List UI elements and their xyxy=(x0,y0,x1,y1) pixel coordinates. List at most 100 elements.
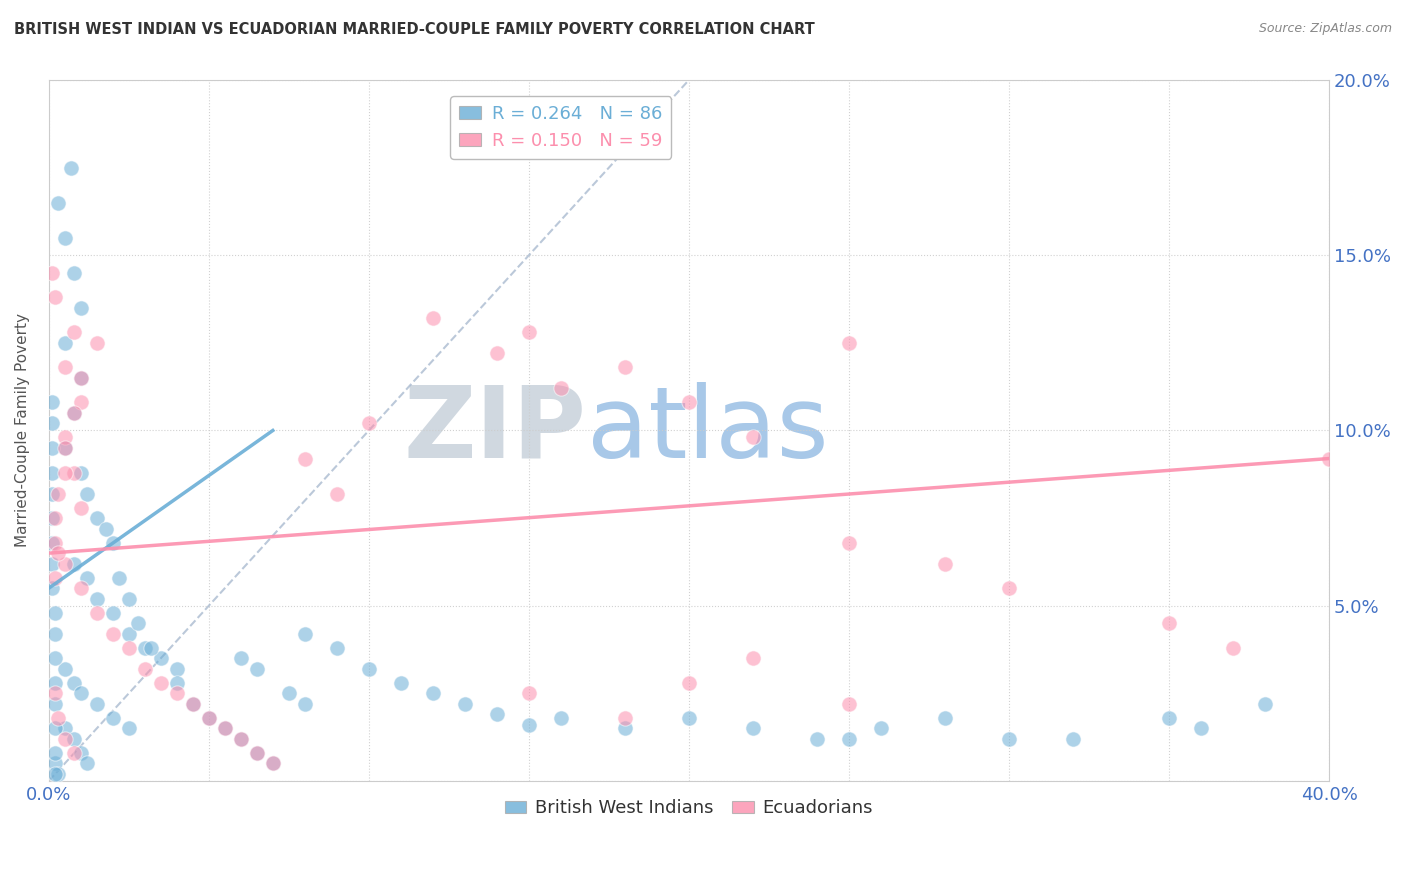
Point xyxy=(294,627,316,641)
Point xyxy=(198,711,221,725)
Y-axis label: Married-Couple Family Poverty: Married-Couple Family Poverty xyxy=(15,313,30,548)
Point xyxy=(229,651,252,665)
Point xyxy=(53,557,76,571)
Point xyxy=(86,511,108,525)
Point xyxy=(181,697,204,711)
Point xyxy=(53,466,76,480)
Point xyxy=(63,466,86,480)
Point xyxy=(134,662,156,676)
Point xyxy=(1159,616,1181,631)
Point xyxy=(48,546,70,560)
Point xyxy=(44,511,66,525)
Point xyxy=(63,406,86,420)
Point xyxy=(101,711,124,725)
Point xyxy=(118,722,141,736)
Legend: British West Indians, Ecuadorians: British West Indians, Ecuadorians xyxy=(498,792,880,824)
Point xyxy=(198,711,221,725)
Point xyxy=(838,535,860,549)
Point xyxy=(69,746,91,760)
Point xyxy=(48,486,70,500)
Text: BRITISH WEST INDIAN VS ECUADORIAN MARRIED-COUPLE FAMILY POVERTY CORRELATION CHAR: BRITISH WEST INDIAN VS ECUADORIAN MARRIE… xyxy=(14,22,815,37)
Point xyxy=(998,581,1021,595)
Point xyxy=(41,581,63,595)
Point xyxy=(517,686,540,700)
Point xyxy=(422,686,444,700)
Point xyxy=(44,686,66,700)
Point xyxy=(63,326,86,340)
Point xyxy=(44,697,66,711)
Text: atlas: atlas xyxy=(586,382,828,479)
Point xyxy=(63,557,86,571)
Point xyxy=(422,311,444,326)
Point xyxy=(101,606,124,620)
Point xyxy=(44,722,66,736)
Point xyxy=(69,686,91,700)
Point xyxy=(1317,451,1340,466)
Point xyxy=(53,230,76,244)
Point xyxy=(838,731,860,746)
Point xyxy=(246,662,269,676)
Point xyxy=(870,722,893,736)
Point xyxy=(41,511,63,525)
Point xyxy=(48,711,70,725)
Point xyxy=(229,731,252,746)
Point xyxy=(48,767,70,781)
Point xyxy=(127,616,149,631)
Point xyxy=(485,346,508,360)
Point xyxy=(277,686,299,700)
Point xyxy=(41,441,63,455)
Point xyxy=(806,731,828,746)
Point xyxy=(998,731,1021,746)
Point xyxy=(101,627,124,641)
Point xyxy=(517,326,540,340)
Point xyxy=(613,722,636,736)
Point xyxy=(550,381,572,395)
Point xyxy=(41,486,63,500)
Point xyxy=(294,451,316,466)
Point xyxy=(69,500,91,515)
Point xyxy=(149,676,172,690)
Point xyxy=(63,746,86,760)
Point xyxy=(63,676,86,690)
Point xyxy=(41,535,63,549)
Point xyxy=(934,557,956,571)
Point xyxy=(44,746,66,760)
Point xyxy=(118,627,141,641)
Point xyxy=(41,466,63,480)
Point xyxy=(454,697,477,711)
Point xyxy=(678,676,700,690)
Text: ZIP: ZIP xyxy=(404,382,586,479)
Point xyxy=(53,430,76,444)
Point xyxy=(838,697,860,711)
Point xyxy=(44,627,66,641)
Point xyxy=(613,711,636,725)
Point xyxy=(1254,697,1277,711)
Point xyxy=(246,746,269,760)
Point xyxy=(69,371,91,385)
Point xyxy=(44,651,66,665)
Point xyxy=(550,711,572,725)
Point xyxy=(86,591,108,606)
Point xyxy=(357,662,380,676)
Point xyxy=(53,441,76,455)
Point xyxy=(53,360,76,375)
Point xyxy=(108,571,131,585)
Point xyxy=(246,746,269,760)
Point xyxy=(357,417,380,431)
Point xyxy=(44,535,66,549)
Point xyxy=(485,707,508,722)
Point xyxy=(44,756,66,771)
Point xyxy=(118,640,141,655)
Point xyxy=(166,662,188,676)
Point xyxy=(41,557,63,571)
Point xyxy=(53,662,76,676)
Point xyxy=(214,722,236,736)
Point xyxy=(1159,711,1181,725)
Point xyxy=(166,676,188,690)
Point xyxy=(41,266,63,280)
Point xyxy=(76,756,98,771)
Point xyxy=(101,535,124,549)
Point xyxy=(262,756,284,771)
Point xyxy=(53,722,76,736)
Point xyxy=(118,591,141,606)
